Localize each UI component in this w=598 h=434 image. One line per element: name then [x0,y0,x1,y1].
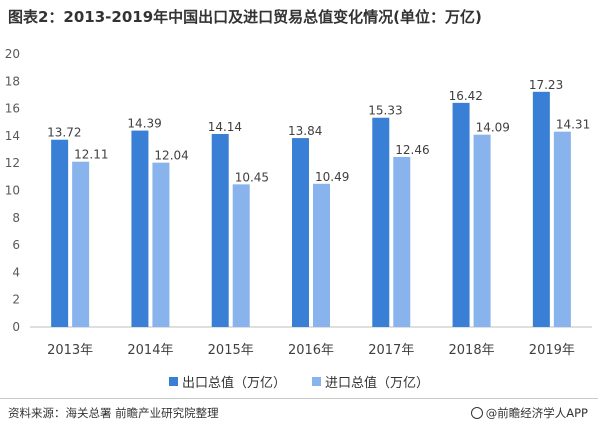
qianzhan-logo-icon [470,407,483,419]
data-label-export: 16.42 [449,89,483,103]
chart-title: 图表2：2013-2019年中国出口及进口贸易总值变化情况(单位：万亿) [8,8,482,26]
y-tick-label: 2 [12,293,20,307]
y-tick-label: 0 [12,320,20,334]
legend-swatch-import [312,377,321,386]
bar-import [553,131,571,327]
legend-swatch-export [168,377,178,386]
legend-label-import: 进口总值（万亿） [325,376,430,391]
bar-export [532,91,550,327]
bar-import [72,161,90,327]
x-tick-label: 2014年 [127,343,173,358]
y-tick-label: 20 [5,47,20,61]
x-tick-label: 2015年 [208,343,254,358]
data-label-export: 14.39 [127,117,161,131]
y-tick-label: 8 [12,211,20,225]
y-tick-label: 16 [5,102,20,116]
chart-area: 0 2 4 6 8 10 12 14 16 18 20 13.72 12.11 2013年 14.39 12.… [5,47,592,358]
source-note: 资料来源：海关总署 前瞻产业研究院整理 [8,406,219,420]
data-label-import: 14.31 [556,118,590,132]
brand-label: @前瞻经济学人APP [485,406,588,420]
bar-import [473,134,491,327]
data-label-import: 10.45 [235,170,269,184]
data-label-import: 10.49 [315,170,349,184]
legend-item-export: 出口总值（万亿） [168,372,286,391]
y-tick-label: 4 [12,265,20,279]
x-tick-label: 2016年 [288,343,334,358]
bar-export [51,139,69,327]
bar-import [393,156,411,327]
legend-label-export: 出口总值（万亿） [181,376,286,391]
y-tick-label: 14 [5,129,20,143]
bar-import [232,184,250,327]
bar-export [292,138,309,327]
footer-divider [0,398,598,399]
bar-import [152,162,170,327]
data-label-import: 12.04 [154,149,188,163]
x-tick-label: 2013年 [47,343,93,358]
data-label-export: 15.33 [368,104,402,118]
data-label-export: 14.14 [208,120,242,134]
bar-export [211,133,229,327]
legend: 出口总值（万亿） 进口总值（万亿） [0,372,598,391]
bar-export [131,130,149,327]
x-tick-label: 2017年 [368,343,414,358]
legend-item-import: 进口总值（万亿） [312,372,429,391]
data-label-import: 14.09 [476,121,510,135]
bar-export [452,102,470,327]
brand-credit: @前瞻经济学人APP [470,405,588,421]
y-tick-label: 10 [5,184,20,198]
x-tick-label: 2019年 [529,343,575,358]
data-label-import: 12.46 [395,143,429,157]
y-tick-label: 12 [5,156,20,170]
x-tick-label: 2018年 [449,343,495,358]
bar-chart: 0 2 4 6 8 10 12 14 16 18 20 13.72 12.11 2013年 14.39 12.… [5,47,592,358]
bar-import [313,183,330,327]
data-label-export: 17.23 [529,78,563,92]
y-tick-label: 18 [5,74,20,88]
y-tick-label: 6 [12,238,20,252]
data-label-export: 13.84 [288,124,322,138]
data-label-import: 12.11 [74,148,108,162]
data-label-export: 13.72 [47,126,81,140]
bar-export [372,117,390,327]
